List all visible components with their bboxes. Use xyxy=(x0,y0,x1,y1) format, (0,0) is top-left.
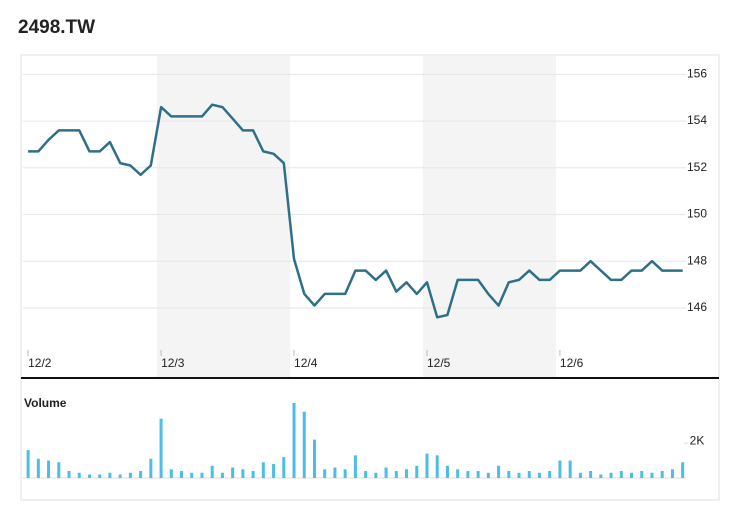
day-band xyxy=(422,56,556,378)
volume-bar xyxy=(466,471,470,478)
y-tick-label: 146 xyxy=(687,300,707,314)
volume-bar xyxy=(77,472,81,478)
volume-bar xyxy=(47,460,51,478)
volume-bar xyxy=(159,418,163,478)
volume-bar xyxy=(98,474,102,478)
volume-bar xyxy=(660,471,664,478)
volume-bar xyxy=(650,472,654,478)
volume-bar xyxy=(568,460,572,478)
volume-bar xyxy=(435,455,439,478)
volume-bar xyxy=(241,469,245,478)
volume-bar xyxy=(517,472,521,478)
x-tick-label: 12/5 xyxy=(427,356,451,370)
volume-bar xyxy=(527,471,531,478)
volume-bar xyxy=(149,458,153,478)
volume-bar xyxy=(169,469,173,478)
volume-bar xyxy=(599,474,603,478)
volume-bar xyxy=(272,464,276,478)
price-line xyxy=(28,103,683,319)
volume-bar xyxy=(190,472,194,478)
volume-bar xyxy=(312,439,316,478)
volume-bar xyxy=(384,467,388,478)
volume-bar xyxy=(497,465,501,478)
volume-bar xyxy=(87,474,91,478)
volume-bar xyxy=(456,469,460,478)
volume-bar xyxy=(302,411,306,478)
volume-bar xyxy=(578,472,582,478)
volume-bar xyxy=(231,467,235,478)
volume-bar xyxy=(108,472,112,478)
volume-bar xyxy=(118,474,122,478)
y-tick-label: 152 xyxy=(687,160,707,174)
volume-bar xyxy=(681,462,685,478)
volume-bar xyxy=(220,472,224,478)
volume-bar xyxy=(476,471,480,478)
volume-bar xyxy=(630,472,634,478)
volume-bar xyxy=(548,471,552,478)
volume-bar xyxy=(445,465,449,478)
y-tick-label: 150 xyxy=(687,207,707,221)
volume-bar xyxy=(251,471,255,478)
volume-bar xyxy=(128,472,132,478)
volume-title: Volume xyxy=(24,396,67,410)
volume-bar xyxy=(261,462,265,478)
volume-bar xyxy=(323,469,327,478)
volume-bar xyxy=(537,472,541,478)
volume-bar xyxy=(67,471,71,478)
volume-bar xyxy=(425,453,429,478)
volume-bar xyxy=(619,471,623,478)
volume-bar xyxy=(558,460,562,478)
volume-bar xyxy=(333,467,337,478)
volume-bar xyxy=(364,471,368,478)
volume-bar xyxy=(394,471,398,478)
volume-bar xyxy=(343,469,347,478)
volume-bar xyxy=(589,471,593,478)
volume-bar xyxy=(180,471,184,478)
y-tick-label: 2K xyxy=(690,433,705,447)
volume-bar xyxy=(139,471,143,478)
y-tick-label: 156 xyxy=(687,67,707,81)
volume-bar xyxy=(200,472,204,478)
volume-bar xyxy=(507,471,511,478)
x-tick-label: 12/6 xyxy=(560,356,584,370)
panel-border xyxy=(20,54,720,501)
volume-bar xyxy=(374,472,378,478)
volume-bar xyxy=(36,458,40,478)
day-band xyxy=(157,56,291,378)
volume-bar xyxy=(282,457,286,478)
volume-bar xyxy=(292,402,296,478)
volume-bar xyxy=(353,455,357,478)
volume-bar xyxy=(415,465,419,478)
volume-bar xyxy=(670,469,674,478)
y-tick-label: 148 xyxy=(687,253,707,267)
volume-bar xyxy=(609,472,613,478)
ticker-title: 2498.TW xyxy=(18,17,95,38)
x-tick-label: 12/3 xyxy=(161,356,185,370)
x-tick-label: 12/4 xyxy=(294,356,318,370)
volume-bar xyxy=(486,472,490,478)
volume-bar xyxy=(210,465,214,478)
volume-bar xyxy=(405,469,409,478)
y-tick-label: 154 xyxy=(687,113,707,127)
volume-bar xyxy=(26,450,30,478)
volume-bar xyxy=(57,462,61,478)
day-bands xyxy=(157,56,556,378)
volume-bar xyxy=(640,471,644,478)
x-tick-label: 12/2 xyxy=(28,356,52,370)
